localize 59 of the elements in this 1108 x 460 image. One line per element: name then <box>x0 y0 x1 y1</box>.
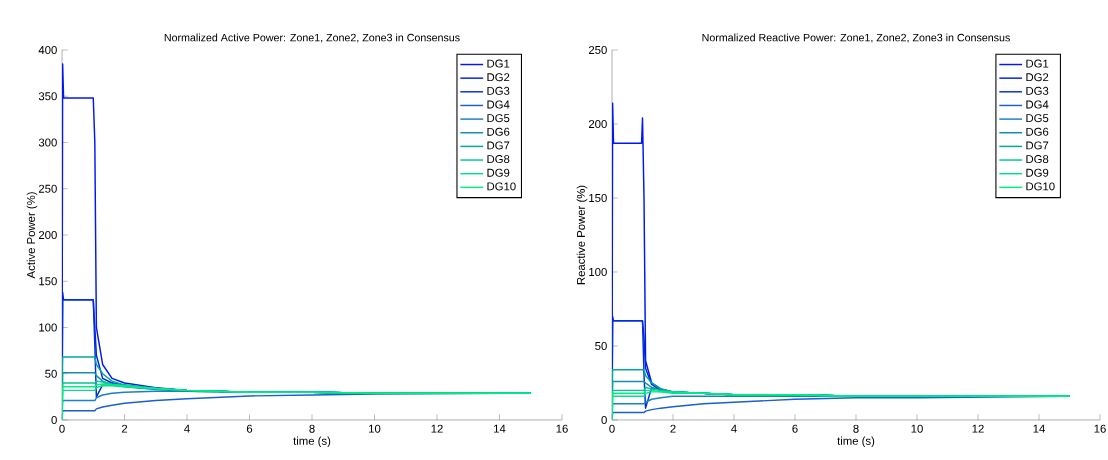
x-tick-label: 8 <box>309 424 315 433</box>
legend-label: DG3 <box>487 86 510 95</box>
legend-label: DG10 <box>487 182 516 191</box>
y-tick-label: 350 <box>38 92 57 101</box>
x-tick-label: 8 <box>853 424 859 433</box>
legend-label: DG7 <box>1026 141 1049 150</box>
legend-label: DG8 <box>487 155 510 164</box>
x-tick-label: 14 <box>494 424 506 433</box>
legend-label: DG6 <box>1026 127 1049 136</box>
legend-label: DG3 <box>1026 86 1049 95</box>
chart-title: Normalized Active Power: Zone1, Zone2, Zone3 in Consensus <box>164 33 460 43</box>
legend-label: DG7 <box>487 141 510 150</box>
x-tick-label: 12 <box>972 424 984 433</box>
x-tick-label: 6 <box>792 424 798 433</box>
x-tick-label: 0 <box>59 424 65 433</box>
x-tick-label: 10 <box>911 424 923 433</box>
x-tick-label: 14 <box>1033 424 1045 433</box>
y-tick-label: 50 <box>595 341 607 350</box>
x-tick-label: 4 <box>731 424 737 433</box>
legend-label: DG2 <box>487 73 510 82</box>
y-tick-label: 200 <box>38 230 57 239</box>
legend-label: DG6 <box>487 127 510 136</box>
y-tick-label: 100 <box>39 323 57 332</box>
x-tick-label: 0 <box>609 424 615 433</box>
y-tick-label: 0 <box>51 415 57 424</box>
y-tick-label: 250 <box>38 184 57 193</box>
legend-label: DG4 <box>487 100 510 109</box>
legend-label: DG2 <box>1026 73 1049 82</box>
legend-label: DG4 <box>1026 100 1049 109</box>
x-tick-label: 16 <box>1094 424 1106 433</box>
y-tick-label: 250 <box>588 45 607 54</box>
y-axis-title: Reactive Power (%) <box>576 185 588 285</box>
legend-label: DG1 <box>487 59 510 68</box>
y-tick-label: 100 <box>589 267 607 276</box>
legend-label: DG10 <box>1026 182 1055 191</box>
y-tick-label: 50 <box>45 369 57 378</box>
y-tick-label: 400 <box>38 45 57 54</box>
chart-title: Normalized Reactive Power: Zone1, Zone2, Zone3 in Consensus <box>702 33 1010 43</box>
x-tick-label: 6 <box>246 424 253 433</box>
y-axis-title: Active Power (%) <box>26 192 38 279</box>
y-tick-label: 150 <box>589 193 607 202</box>
legend-label: DG9 <box>1026 168 1049 177</box>
x-axis-title: time (s) <box>293 436 331 448</box>
x-tick-label: 12 <box>431 424 443 433</box>
x-tick-label: 4 <box>184 424 190 433</box>
y-tick-label: 200 <box>588 119 607 128</box>
y-tick-label: 150 <box>39 277 57 286</box>
x-axis-title: time (s) <box>837 436 875 448</box>
y-tick-label: 0 <box>601 415 607 424</box>
legend-label: DG9 <box>487 168 510 177</box>
x-tick-label: 2 <box>121 424 128 433</box>
legend-label: DG5 <box>1026 114 1049 123</box>
x-tick-label: 10 <box>369 424 381 433</box>
x-tick-label: 2 <box>670 424 676 433</box>
y-tick-label: 300 <box>38 138 57 147</box>
legend-label: DG5 <box>487 114 510 123</box>
legend-label: DG1 <box>1026 59 1049 68</box>
legend-label: DG8 <box>1026 155 1049 164</box>
x-tick-label: 16 <box>556 424 568 433</box>
